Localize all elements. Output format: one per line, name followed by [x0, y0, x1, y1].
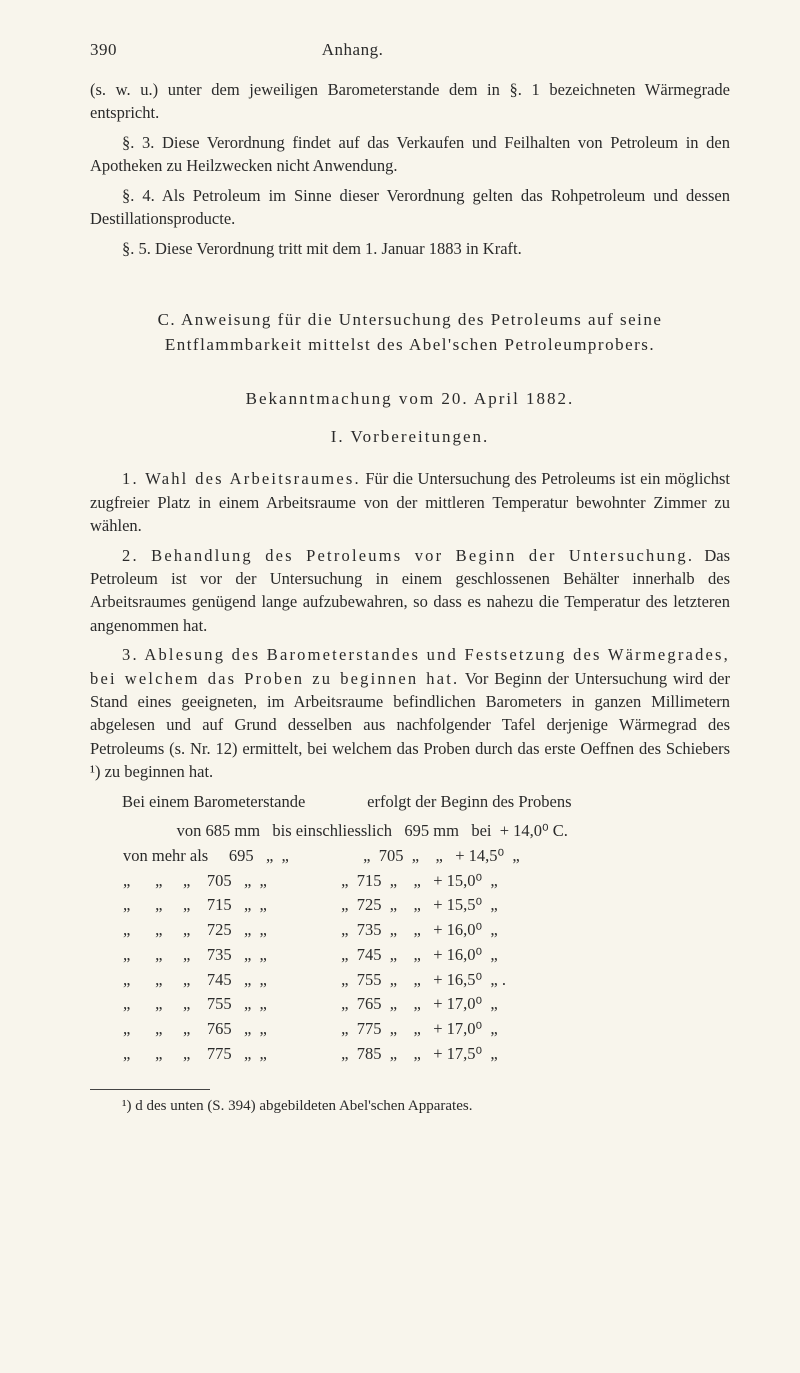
table-row: „ „ „ 755 „ „ „ 765 „ „ + 17,0⁰ „	[90, 992, 730, 1017]
table-row: „ „ „ 765 „ „ „ 775 „ „ + 17,0⁰ „	[90, 1017, 730, 1042]
running-header: 390 Anhang.	[90, 40, 730, 60]
table-row: „ „ „ 745 „ „ „ 755 „ „ + 16,5⁰ „ .	[90, 968, 730, 993]
table-row: „ „ „ 715 „ „ „ 725 „ „ + 15,5⁰ „	[90, 893, 730, 918]
paragraph-3: 3. Ablesung des Barometerstandes und Fes…	[90, 643, 730, 784]
table-row: von mehr als 695 „ „ „ 705 „ „ + 14,5⁰ „	[90, 844, 730, 869]
paragraph-s3: §. 3. Diese Verordnung findet auf das Ve…	[90, 131, 730, 178]
section-c-heading: C. Anweisung für die Untersuchung des Pe…	[90, 308, 730, 357]
table-row: „ „ „ 735 „ „ „ 745 „ „ + 16,0⁰ „	[90, 943, 730, 968]
barometer-table: von 685 mm bis einschliesslich 695 mm be…	[90, 819, 730, 1067]
table-row: „ „ „ 705 „ „ „ 715 „ „ + 15,0⁰ „	[90, 869, 730, 894]
paragraph-sw: (s. w. u.) unter dem jeweiligen Baromete…	[90, 78, 730, 125]
footnote-rule	[90, 1089, 210, 1090]
paragraph-s4: §. 4. Als Petroleum im Sinne dieser Vero…	[90, 184, 730, 231]
paragraph-s5: §. 5. Diese Verordnung tritt mit dem 1. …	[90, 237, 730, 260]
footnote-1: ¹) d des unten (S. 394) abgebildeten Abe…	[90, 1096, 730, 1117]
page: 390 Anhang. (s. w. u.) unter dem jeweili…	[0, 0, 800, 1373]
page-number: 390	[90, 40, 117, 60]
vorbereitungen-heading: I. Vorbereitungen.	[90, 427, 730, 447]
paragraph-2: 2. Behandlung des Petroleums vor Beginn …	[90, 544, 730, 638]
table-row: von 685 mm bis einschliesslich 695 mm be…	[90, 819, 730, 844]
table-row: „ „ „ 725 „ „ „ 735 „ „ + 16,0⁰ „	[90, 918, 730, 943]
table-row: „ „ „ 775 „ „ „ 785 „ „ + 17,5⁰ „	[90, 1042, 730, 1067]
header-title: Anhang.	[322, 40, 384, 60]
bekanntmachung-heading: Bekanntmachung vom 20. April 1882.	[90, 389, 730, 409]
para1-lead: 1. Wahl des Arbeitsraumes.	[122, 469, 361, 488]
para2-lead: 2. Behandlung des Petroleums vor Beginn …	[122, 546, 694, 565]
table-intro: Bei einem Barometerstande erfolgt der Be…	[90, 790, 730, 813]
paragraph-1: 1. Wahl des Arbeitsraumes. Für die Unter…	[90, 467, 730, 537]
